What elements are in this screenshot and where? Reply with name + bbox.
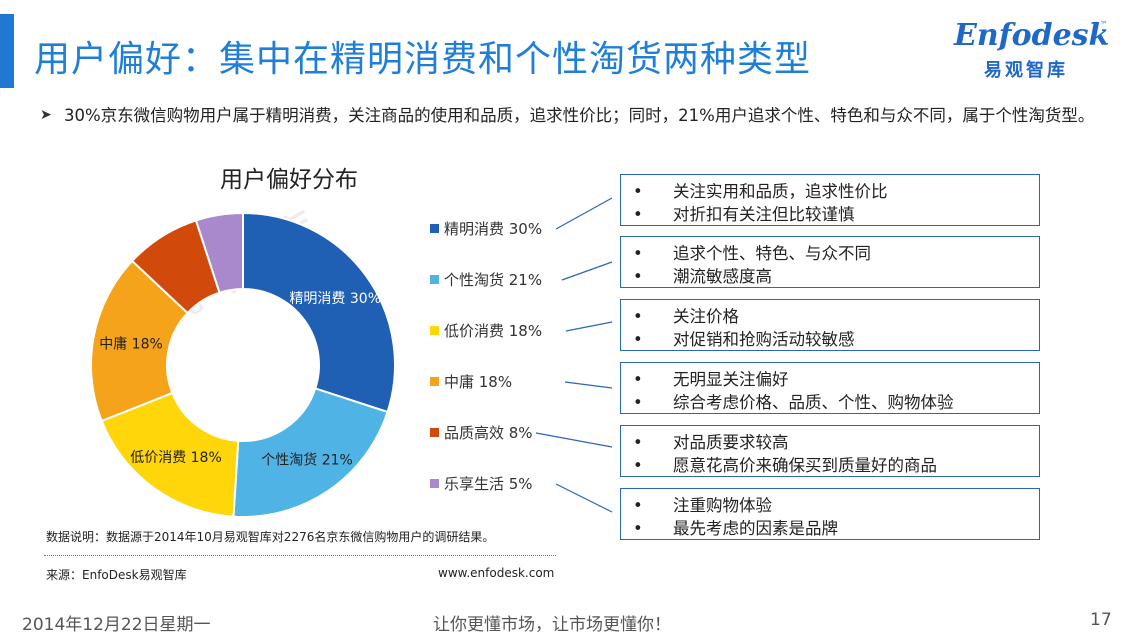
description-box: • 无明显关注偏好 • 综合考虑价格、品质、个性、购物体验	[620, 362, 1040, 414]
description-text: 对促销和抢购活动较敏感	[673, 330, 855, 349]
bullet-dot-icon: •	[633, 496, 643, 515]
legend-swatch	[430, 326, 439, 335]
description-line: • 对促销和抢购活动较敏感	[633, 326, 855, 350]
description-box: • 追求个性、特色、与众不同 • 潮流敏感度高	[620, 236, 1040, 288]
description-text: 潮流敏感度高	[673, 267, 772, 286]
bullet-dot-icon: •	[633, 244, 643, 263]
bullet-dot-icon: •	[633, 182, 643, 201]
source-note: 来源：EnfoDesk易观智库	[46, 568, 187, 582]
legend-label: 精明消费 30%	[444, 220, 543, 238]
description-line: • 关注实用和品质，追求性价比	[633, 178, 888, 202]
description-text: 注重购物体验	[673, 496, 772, 515]
footer-date: 2014年12月22日星期一	[22, 615, 211, 635]
description-line: • 无明显关注偏好	[633, 366, 789, 390]
bullet-dot-icon: •	[633, 307, 643, 326]
footer-slogan: 让你更懂市场，让市场更懂你！	[433, 615, 671, 635]
legend-label: 中庸 18%	[444, 373, 513, 391]
bullet-dot-icon: •	[633, 456, 643, 475]
chart-title: 用户偏好分布	[220, 167, 358, 193]
description-line: • 愿意花高价来确保买到质量好的商品	[633, 452, 937, 476]
summary-text: 30%京东微信购物用户属于精明消费，关注商品的使用和品质，追求性价比；同时，21…	[64, 106, 1095, 125]
description-line: • 潮流敏感度高	[633, 263, 772, 287]
description-text: 对品质要求较高	[673, 433, 789, 452]
donut-slice	[242, 211, 396, 414]
logo-wordmark: Enfodesk	[954, 18, 1110, 53]
bullet-dot-icon: •	[633, 519, 643, 538]
connector-line	[555, 197, 613, 230]
description-text: 关注价格	[673, 307, 739, 326]
page-number: 17	[1090, 610, 1112, 630]
description-text: 追求个性、特色、与众不同	[673, 244, 871, 263]
legend-label: 品质高效 8%	[444, 424, 533, 442]
legend-item: 品质高效 8%	[430, 422, 533, 443]
legend-swatch	[430, 224, 439, 233]
legend-item: 低价消费 18%	[430, 320, 542, 341]
legend-label: 乐享生活 5%	[444, 475, 533, 493]
enfodesk-logo[interactable]: Enfodesk ™ 易观智库	[946, 14, 1116, 84]
slice-label: 个性淘货 21%	[261, 451, 353, 468]
description-line: • 追求个性、特色、与众不同	[633, 240, 871, 264]
description-text: 最先考虑的因素是品牌	[673, 519, 838, 538]
legend-item: 乐享生活 5%	[430, 473, 533, 494]
website-link[interactable]: www.enfodesk.com	[438, 566, 555, 580]
arrow-bullet-icon: ➤	[40, 107, 52, 123]
donut-chart: 精明消费 30% 个性淘货 21% 低价消费 18% 中庸 18%	[90, 211, 396, 518]
legend-item: 中庸 18%	[430, 371, 512, 392]
donut-slice	[90, 259, 190, 423]
summary-bullet: ➤ 30%京东微信购物用户属于精明消费，关注商品的使用和品质，追求性价比；同时，…	[40, 104, 1110, 127]
logo-chinese-name: 易观智库	[984, 60, 1068, 81]
description-line: • 注重购物体验	[633, 492, 772, 516]
data-note: 数据说明：数据源于2014年10月易观智库对2276名京东微信购物用户的调研结果…	[46, 530, 495, 544]
donut-slice	[232, 387, 389, 518]
bullet-dot-icon: •	[633, 370, 643, 389]
description-line: • 最先考虑的因素是品牌	[633, 515, 838, 539]
connector-line	[555, 483, 613, 513]
connector-line	[565, 321, 613, 332]
legend-item: 个性淘货 21%	[430, 269, 542, 290]
slice-label: 精明消费 30%	[289, 291, 381, 307]
description-line: • 关注价格	[633, 303, 739, 327]
legend-swatch	[430, 428, 439, 437]
legend-label: 个性淘货 21%	[444, 271, 543, 289]
description-text: 愿意花高价来确保买到质量好的商品	[673, 456, 937, 475]
legend-label: 低价消费 18%	[444, 322, 543, 340]
legend-swatch	[430, 275, 439, 284]
legend-swatch	[430, 377, 439, 386]
description-line: • 综合考虑价格、品质、个性、购物体验	[633, 389, 954, 413]
description-text: 综合考虑价格、品质、个性、购物体验	[673, 393, 954, 412]
legend-item: 精明消费 30%	[430, 218, 542, 239]
divider	[44, 555, 556, 556]
slice-label: 中庸 18%	[99, 336, 163, 353]
connector-line	[564, 381, 613, 389]
page-title: 用户偏好：集中在精明消费和个性淘货两种类型	[34, 39, 812, 80]
legend-swatch	[430, 479, 439, 488]
connector-line	[561, 261, 613, 281]
bullet-dot-icon: •	[633, 393, 643, 412]
description-box: • 关注价格 • 对促销和抢购活动较敏感	[620, 299, 1040, 351]
description-line: • 对品质要求较高	[633, 429, 789, 453]
bullet-dot-icon: •	[633, 267, 643, 286]
description-text: 无明显关注偏好	[673, 370, 789, 389]
bullet-dot-icon: •	[633, 433, 643, 452]
description-text: 对折扣有关注但比较谨慎	[673, 205, 855, 224]
donut-slice	[194, 211, 244, 294]
description-text: 关注实用和品质，追求性价比	[673, 182, 888, 201]
connector-line	[535, 432, 613, 448]
donut-slice	[100, 391, 240, 518]
bullet-dot-icon: •	[633, 205, 643, 224]
slice-label: 低价消费 18%	[130, 450, 222, 466]
logo-trademark: ™	[1100, 20, 1108, 29]
bullet-dot-icon: •	[633, 330, 643, 349]
description-line: • 对折扣有关注但比较谨慎	[633, 201, 855, 225]
title-accent-bar	[0, 14, 14, 88]
description-box: • 注重购物体验 • 最先考虑的因素是品牌	[620, 488, 1040, 540]
description-box: • 关注实用和品质，追求性价比 • 对折扣有关注但比较谨慎	[620, 174, 1040, 226]
description-box: • 对品质要求较高 • 愿意花高价来确保买到质量好的商品	[620, 425, 1040, 477]
